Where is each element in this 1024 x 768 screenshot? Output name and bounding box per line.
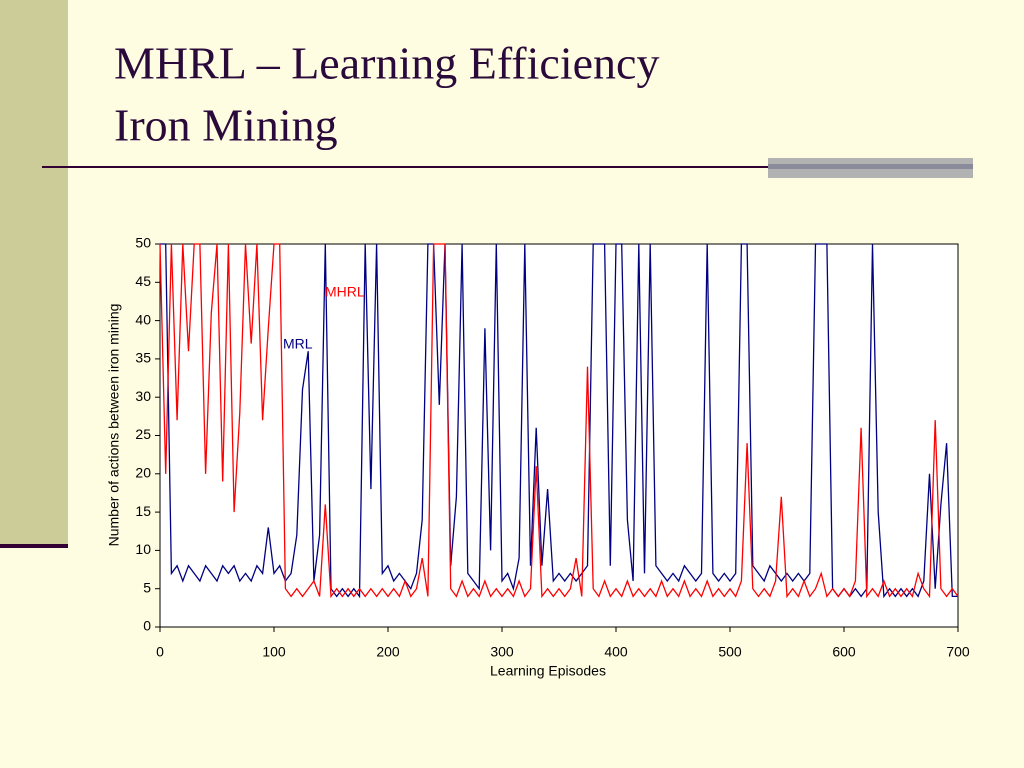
y-tick-label: 15 xyxy=(135,503,151,519)
x-tick-label: 100 xyxy=(262,644,286,660)
x-tick-label: 200 xyxy=(376,644,400,660)
slide-subtitle: Iron Mining xyxy=(114,100,338,151)
series-line xyxy=(160,243,958,599)
y-tick-label: 0 xyxy=(143,618,151,634)
y-tick-label: 20 xyxy=(135,465,151,481)
y-tick-label: 40 xyxy=(135,311,151,327)
series-line xyxy=(159,243,959,599)
x-tick-label: 500 xyxy=(718,644,742,660)
y-tick-label: 50 xyxy=(135,235,151,251)
title-bar-stripe xyxy=(768,164,973,169)
x-tick-label: 400 xyxy=(604,644,628,660)
slide-title: MHRL – Learning Efficiency xyxy=(114,38,659,89)
y-axis-label: Number of actions between iron mining xyxy=(106,304,122,547)
y-tick-label: 25 xyxy=(135,426,151,442)
y-tick-label: 45 xyxy=(135,273,151,289)
side-bar xyxy=(0,0,68,545)
x-tick-label: 0 xyxy=(156,644,164,660)
y-tick-label: 30 xyxy=(135,388,151,404)
x-tick-label: 700 xyxy=(946,644,970,660)
plot-area xyxy=(159,243,959,628)
x-tick-label: 600 xyxy=(832,644,856,660)
series-label: MHRL xyxy=(325,284,365,300)
y-tick-label: 10 xyxy=(135,541,151,557)
title-rule xyxy=(42,166,772,168)
series-label: MRL xyxy=(283,336,313,352)
side-bar-rule xyxy=(0,544,68,548)
x-axis-label: Learning Episodes xyxy=(490,663,606,679)
y-tick-label: 35 xyxy=(135,350,151,366)
y-tick-label: 5 xyxy=(143,579,151,595)
x-tick-label: 300 xyxy=(490,644,514,660)
